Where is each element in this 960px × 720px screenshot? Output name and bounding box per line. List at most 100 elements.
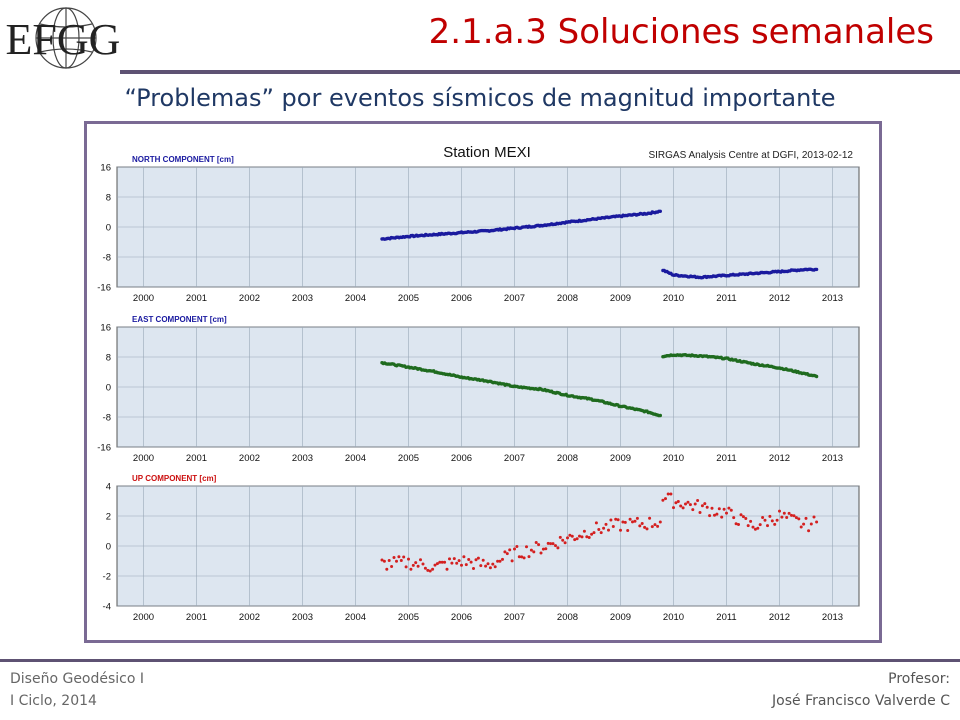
data-point [469,560,473,564]
data-point [658,520,662,524]
data-point [445,567,449,571]
data-point [402,555,406,559]
data-point [628,517,632,521]
x-tick-label: 2007 [504,612,525,623]
data-point [775,518,779,522]
data-point [527,555,531,559]
data-point [534,541,538,544]
data-point [773,522,777,526]
data-point [537,543,541,547]
data-point [635,516,639,520]
data-point [614,517,618,521]
x-tick-label: 2012 [769,293,790,304]
x-tick-label: 2005 [398,293,419,304]
data-point [481,558,485,562]
data-point [501,557,504,561]
title-rule [120,70,960,74]
x-tick-label: 2007 [504,453,525,464]
data-point [522,556,526,560]
data-point [597,528,601,531]
course-name: Diseño Geodésico I [10,671,145,687]
course-term: I Ciclo, 2014 [10,693,97,709]
x-tick-label: 2011 [716,453,736,464]
data-point [619,528,622,532]
data-point [385,567,389,571]
data-point [467,558,471,561]
x-tick-label: 2000 [133,453,154,464]
data-point [551,542,555,546]
chart-frame: Station MEXI SIRGAS Analysis Centre at D… [84,121,882,643]
data-point [592,531,596,535]
data-point [544,547,548,551]
data-point [696,499,700,502]
data-point [611,525,615,528]
x-tick-label: 2010 [663,612,684,623]
data-point [409,567,413,571]
x-tick-label: 2013 [822,612,843,623]
data-point [387,559,391,562]
data-point [715,512,719,516]
data-point [529,548,533,552]
data-point [681,506,685,510]
professor-name: José Francisco Valverde C [772,693,950,709]
data-point [590,532,594,536]
data-point [737,523,740,526]
footer-left: Diseño Geodésico I I Ciclo, 2014 [10,668,144,712]
x-tick-label: 2004 [345,293,366,304]
data-point [623,520,627,524]
data-point [749,519,753,523]
data-point [421,562,425,566]
data-point [438,560,442,564]
data-point [517,555,521,559]
data-point [729,508,733,512]
data-point [693,502,697,506]
data-point [428,569,432,573]
data-point [797,517,801,521]
x-tick-label: 2009 [610,453,631,464]
x-tick-label: 2001 [186,453,207,464]
data-point [653,523,657,527]
data-point [399,559,403,562]
data-point [672,506,675,510]
data-point [431,567,435,571]
data-point [520,555,524,559]
y-tick-label: 0 [106,542,111,553]
data-point [568,533,572,537]
data-point [510,559,514,563]
data-point [476,556,480,560]
data-point [486,562,490,566]
y-tick-label: 2 [106,512,111,523]
data-point [585,535,589,539]
mexi-timeseries-chart: Station MEXI SIRGAS Analysis Centre at D… [97,144,860,623]
data-point [493,565,497,569]
data-point [604,522,608,526]
data-point [812,515,816,519]
data-point [633,519,637,523]
data-point [679,504,683,508]
data-point [782,511,786,515]
globe-icon [35,7,97,69]
data-point [717,507,721,511]
data-point [684,502,687,506]
data-point [407,557,410,561]
data-point [484,564,488,568]
y-tick-label: 8 [106,353,111,364]
data-point [462,555,466,559]
data-point [549,542,553,546]
y-tick-label: -8 [103,253,111,264]
data-point [395,559,398,563]
slide-subtitle: “Problemas” por eventos sísmicos de magn… [124,84,836,112]
y-tick-label: -2 [103,572,111,583]
x-tick-label: 2001 [186,612,207,623]
data-point [496,559,500,563]
data-point [802,522,806,526]
x-tick-label: 2002 [239,453,260,464]
data-point [756,526,760,530]
data-point [814,374,819,379]
data-point [503,550,507,554]
x-tick-label: 2003 [292,293,313,304]
data-point [626,529,630,532]
data-point [768,514,772,518]
data-point [435,562,439,566]
panel-label: NORTH COMPONENT [cm] [132,155,234,164]
